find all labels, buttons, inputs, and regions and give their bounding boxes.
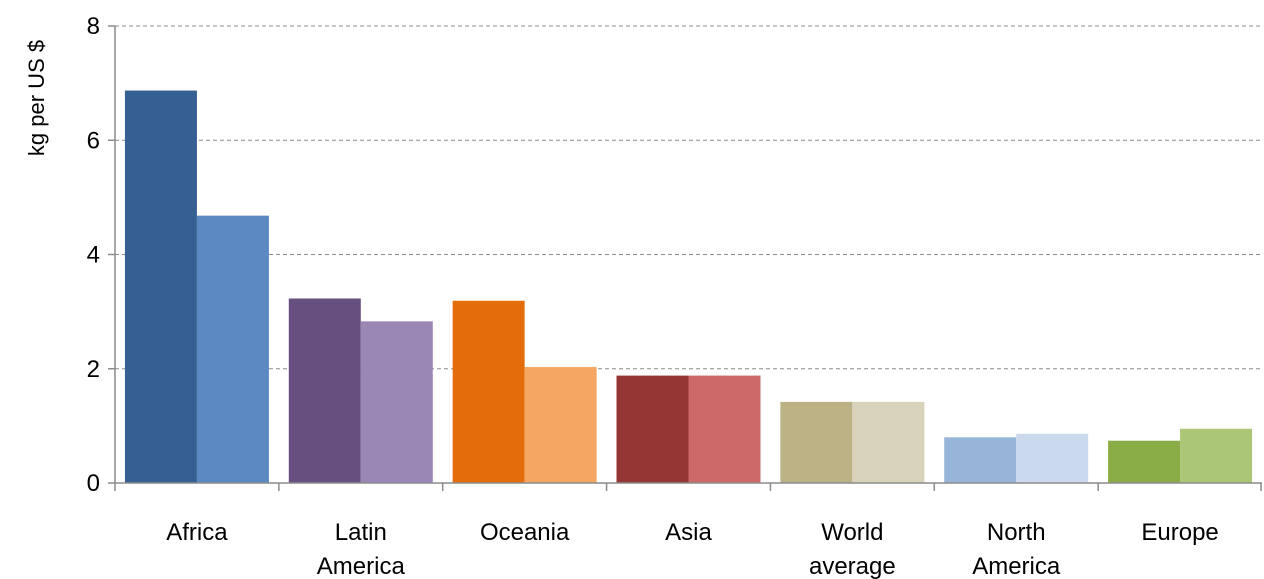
x-category-label: Asia bbox=[665, 519, 712, 546]
bar-north-america-2 bbox=[1016, 433, 1089, 483]
x-category-label: Oceania bbox=[480, 519, 570, 546]
bar-asia-1 bbox=[616, 375, 689, 483]
x-category-label-line: America bbox=[972, 553, 1061, 579]
bar-africa-1 bbox=[124, 90, 197, 484]
bar-oceania-2 bbox=[524, 367, 597, 483]
bar-latin-america-1 bbox=[288, 298, 361, 483]
y-axis-label: kg per US $ bbox=[24, 40, 49, 156]
bar-world-average-1 bbox=[780, 401, 853, 483]
bar-world-average-2 bbox=[852, 401, 925, 483]
x-category-label-line: Africa bbox=[166, 519, 228, 546]
y-tick-label: 6 bbox=[87, 127, 100, 154]
axes bbox=[108, 25, 1262, 491]
x-category-label-line: Latin bbox=[335, 519, 387, 546]
x-category-label-line: average bbox=[809, 553, 896, 579]
x-category-label: Europe bbox=[1141, 519, 1218, 546]
x-category-label: North America bbox=[972, 519, 1061, 579]
bar-asia-2 bbox=[688, 375, 761, 483]
x-category-label-line: Europe bbox=[1141, 519, 1218, 546]
x-category-label-line: World bbox=[821, 519, 883, 546]
bar-north-america-1 bbox=[944, 437, 1017, 483]
x-category-label-line: North bbox=[987, 519, 1046, 546]
bar-latin-america-2 bbox=[360, 321, 433, 483]
y-tick-label: 2 bbox=[87, 356, 100, 383]
x-category-label: Latin America bbox=[317, 519, 406, 579]
gridlines bbox=[115, 25, 1262, 370]
x-category-label-line: Asia bbox=[665, 519, 712, 546]
y-tick-label: 8 bbox=[87, 13, 100, 40]
x-category-label-line: America bbox=[317, 553, 406, 579]
bar-europe-2 bbox=[1180, 428, 1253, 483]
bar-oceania-1 bbox=[452, 300, 525, 483]
y-tick-labels: 0 2 4 6 8 bbox=[87, 13, 100, 497]
bar-africa-2 bbox=[196, 215, 269, 483]
bars bbox=[124, 90, 1253, 484]
x-category-label-line: Oceania bbox=[480, 519, 570, 546]
x-category-labels: Africa Latin America Oceania Asia World averag… bbox=[166, 519, 1219, 579]
x-category-label: World average bbox=[809, 519, 896, 579]
bar-europe-1 bbox=[1108, 440, 1181, 483]
y-tick-label: 0 bbox=[87, 470, 100, 497]
y-tick-label: 4 bbox=[87, 242, 100, 269]
x-category-label: Africa bbox=[166, 519, 228, 546]
